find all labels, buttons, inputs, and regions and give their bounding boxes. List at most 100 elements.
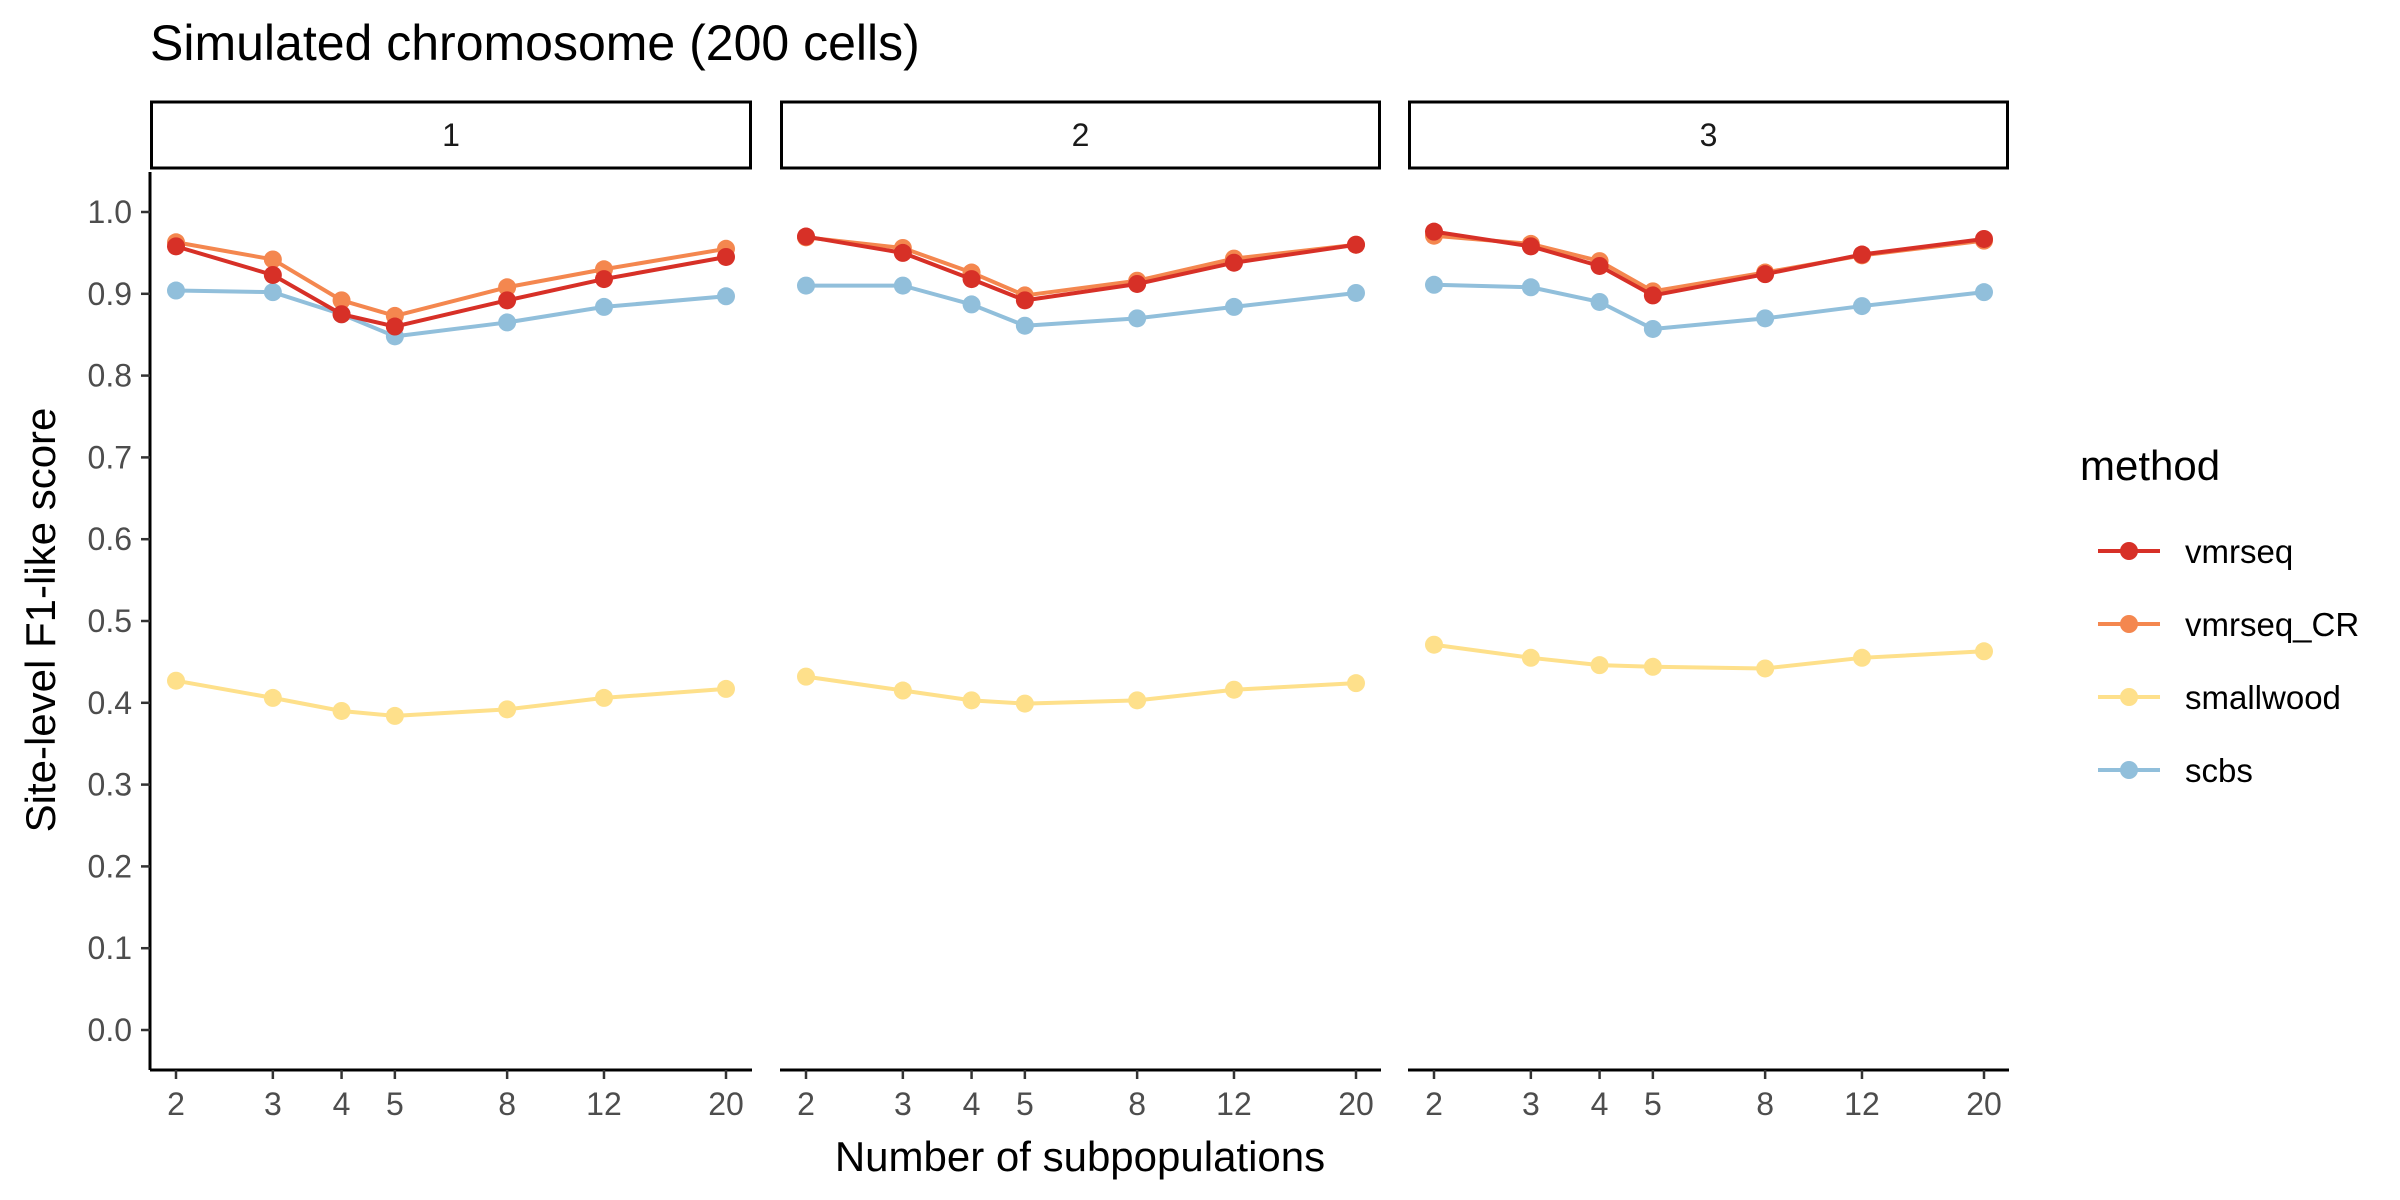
y-axis: 0.0 0.1 0.2 0.3 0.4 0.5 0.6 0.7 0.8 0.9 1.0 (88, 172, 152, 1070)
x-tick-label: 20 (708, 1086, 744, 1122)
data-point (1975, 229, 1993, 248)
data-point (717, 247, 735, 266)
data-point (1521, 237, 1540, 256)
data-point (498, 291, 517, 310)
series-vmrseq (167, 237, 735, 336)
facet-strip (780, 100, 1381, 170)
data-point (1015, 694, 1034, 713)
legend-label: smallwood (2185, 679, 2341, 716)
data-point (962, 295, 981, 314)
data-point (263, 688, 282, 707)
data-point (1347, 283, 1365, 302)
data-point (167, 671, 185, 690)
data-point (1643, 319, 1662, 338)
x-tick-label: 5 (1644, 1086, 1662, 1122)
data-point (167, 237, 185, 256)
chart-title: Simulated chromosome (200 cells) (150, 15, 920, 71)
data-point (167, 281, 185, 300)
data-point (1347, 674, 1365, 693)
data-point (1015, 291, 1034, 310)
series-line (805, 674, 1357, 706)
data-point (1425, 275, 1443, 294)
data-point (893, 243, 912, 262)
x-tick-label: 3 (894, 1086, 912, 1122)
x-tick-label: 5 (1016, 1086, 1034, 1122)
x-axis-title: Number of subpopulations (835, 1133, 1325, 1180)
data-point (1590, 256, 1609, 275)
data-point (1521, 648, 1540, 667)
legend-label: vmrseq (2185, 533, 2293, 570)
legend-key-point (2120, 615, 2138, 633)
x-tick-label: 8 (1128, 1086, 1146, 1122)
x-tick-label: 12 (1216, 1086, 1252, 1122)
data-point (385, 706, 404, 725)
data-point (594, 297, 613, 316)
x-tick-label: 2 (1425, 1086, 1443, 1122)
data-point (1128, 274, 1147, 293)
x-tick-label: 4 (963, 1086, 981, 1122)
data-point (263, 283, 282, 302)
legend-label: vmrseq_CR (2185, 606, 2359, 643)
data-point (498, 313, 517, 332)
data-point (797, 276, 815, 295)
legend-key-point (2120, 761, 2138, 779)
data-point (263, 250, 282, 269)
series-line (1433, 282, 1985, 331)
data-point (332, 305, 351, 324)
y-tick-label: 0.0 (88, 1012, 132, 1048)
data-point (1643, 657, 1662, 676)
data-point (962, 691, 981, 710)
y-tick-label: 0.7 (88, 439, 132, 475)
x-tick-label: 2 (167, 1086, 185, 1122)
data-point (1643, 286, 1662, 305)
y-tick-label: 0.6 (88, 521, 132, 557)
data-point (1852, 245, 1871, 264)
facet-strip (150, 100, 752, 170)
data-point (385, 317, 404, 336)
y-tick-label: 0.3 (88, 767, 132, 803)
series-vmrseq_CR (167, 233, 735, 325)
data-point (1128, 309, 1147, 328)
x-tick-label: 2 (797, 1086, 815, 1122)
data-point (498, 278, 517, 297)
data-point (1590, 292, 1609, 311)
y-axis-title: Site-level F1-like score (17, 408, 64, 833)
series-vmrseq (1425, 222, 1993, 305)
y-tick-label: 0.2 (88, 848, 132, 884)
data-point (1425, 635, 1443, 654)
facet-strip (1408, 100, 2009, 170)
data-point (1347, 235, 1365, 254)
data-point (1590, 656, 1609, 675)
series-scbs (797, 276, 1365, 335)
x-tick-label: 8 (498, 1086, 516, 1122)
data-point (594, 688, 613, 707)
data-point (1852, 648, 1871, 667)
legend-label: scbs (2185, 752, 2253, 789)
x-tick-label: 8 (1756, 1086, 1774, 1122)
x-tick-label: 12 (586, 1086, 622, 1122)
data-point (797, 227, 815, 246)
data-point (1224, 253, 1243, 272)
data-point (263, 265, 282, 284)
series-line (1433, 642, 1985, 671)
data-point (1128, 691, 1147, 710)
x-tick-label: 3 (1522, 1086, 1540, 1122)
x-tick-label: 4 (1591, 1086, 1609, 1122)
legend-title: method (2080, 442, 2220, 489)
data-point (498, 700, 517, 719)
data-point (797, 667, 815, 686)
y-tick-label: 0.9 (88, 276, 132, 312)
data-point (893, 681, 912, 700)
facet-strip-label: 3 (1700, 117, 1718, 153)
series-smallwood (167, 671, 735, 725)
data-point (1425, 222, 1443, 241)
legend-key-point (2120, 542, 2138, 560)
data-point (1521, 278, 1540, 297)
data-point (594, 270, 613, 289)
series-line (175, 678, 727, 718)
data-point (1975, 283, 1993, 302)
y-tick-label: 0.1 (88, 930, 132, 966)
y-tick-label: 0.4 (88, 685, 132, 721)
data-point (717, 679, 735, 698)
